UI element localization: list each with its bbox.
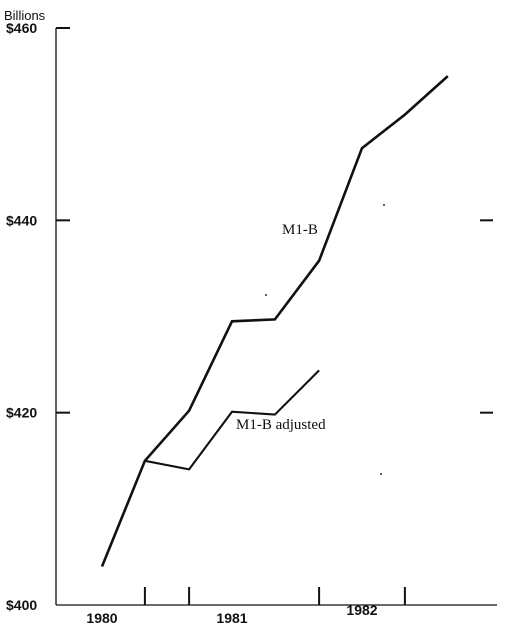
series-lines [100,75,449,567]
y-tick-label: $420 [6,405,37,421]
speck [265,294,267,296]
axes [55,28,497,606]
speck [380,473,382,475]
y-tick-label: $460 [6,20,37,36]
y-tick-label: $400 [6,597,37,613]
x-tick-label: 1980 [86,610,117,626]
speck [383,204,385,206]
x-tick-label: 1982 [346,602,377,618]
y-tick-label: $440 [6,212,37,228]
series-line-m1b-adjusted [144,369,320,471]
y-axis-unit-label: Billions [4,8,46,23]
ticks: $400 $420 $440 $460 1980 1981 1982 [6,20,493,626]
series-label-m1b: M1-B [282,222,318,238]
x-tick-label: 1981 [216,610,247,626]
print-specks [265,204,385,475]
series-label-m1b-adjusted: M1-B adjusted [236,417,326,433]
series-line-m1b [100,75,449,567]
